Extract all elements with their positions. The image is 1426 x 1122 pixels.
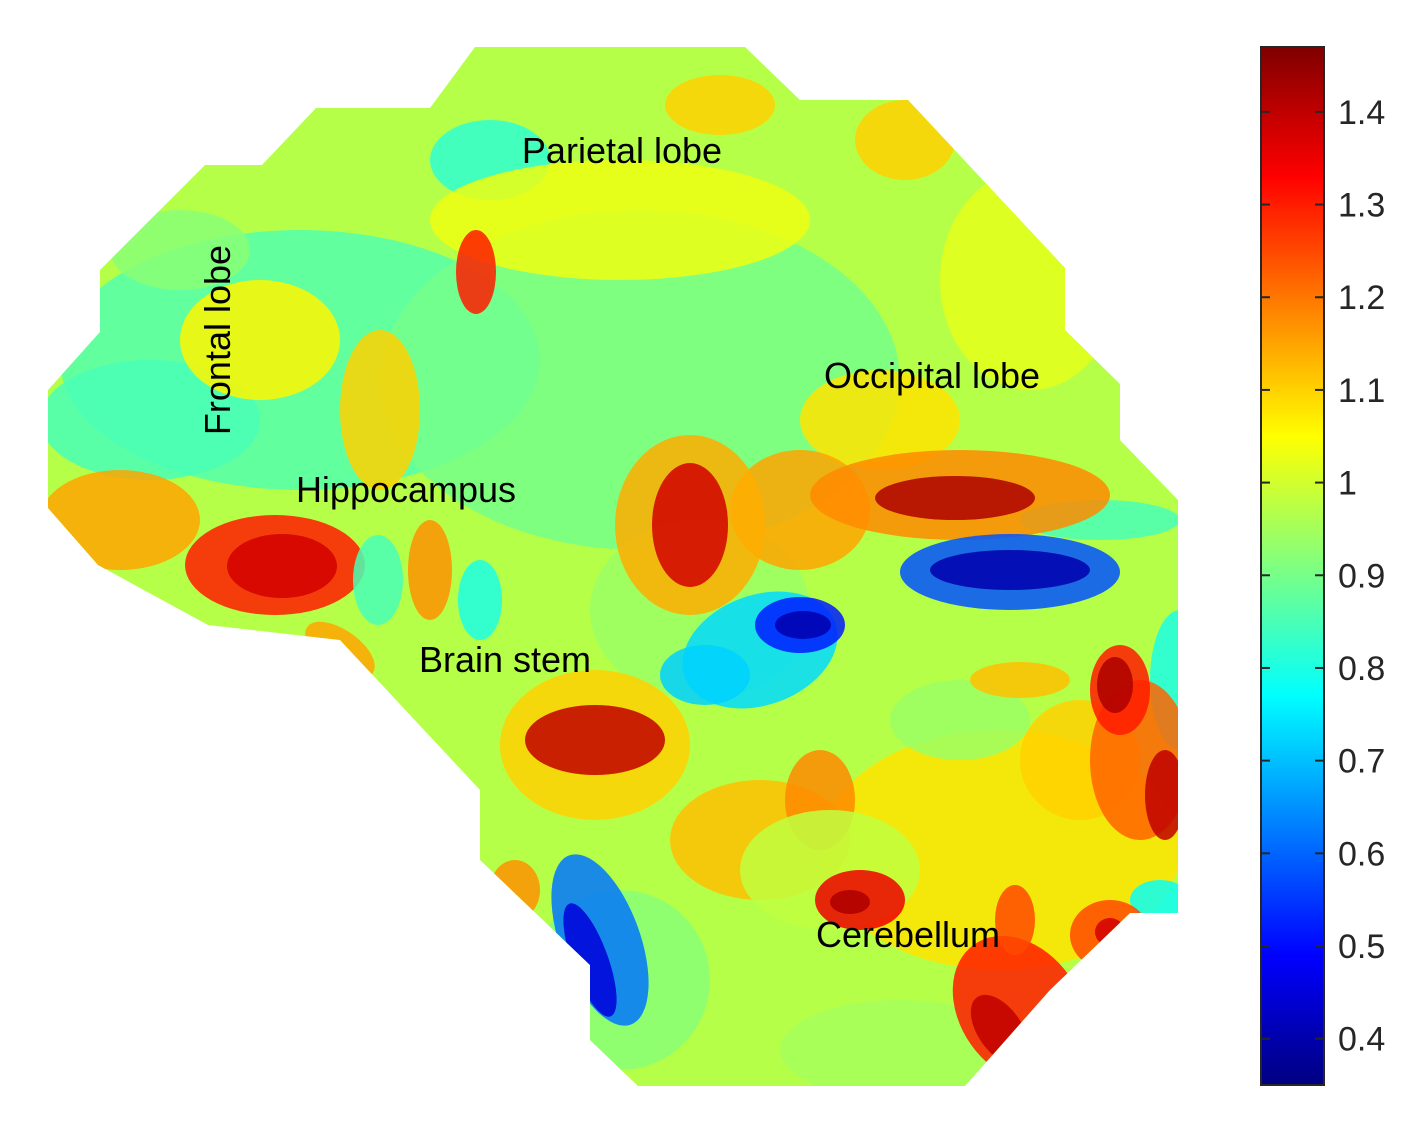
heatmap-blob — [830, 890, 870, 914]
colorbar-tick-label: 0.4 — [1338, 1021, 1385, 1059]
colorbar-tick-label: 0.9 — [1338, 557, 1385, 595]
heatmap-blob — [1070, 900, 1150, 970]
heatmap-blob — [890, 680, 1030, 760]
colorbar-ticks: 0.4 0.5 0.6 0.7 0.8 0.9 1 1.1 1.2 1.3 1.4 — [1261, 94, 1385, 1059]
colorbar-tick-label: 1.3 — [1338, 187, 1385, 225]
colorbar-tick-label: 1.4 — [1338, 94, 1385, 132]
heatmap-blob — [660, 645, 750, 705]
heatmap-blob — [563, 903, 617, 1017]
heatmap-blob — [456, 230, 496, 314]
heatmap-blob — [800, 370, 960, 470]
heatmap-blob — [227, 534, 337, 598]
heatmap-blob — [970, 662, 1070, 698]
colorbar-tick-label: 0.8 — [1338, 650, 1385, 688]
heatmap-blob — [110, 210, 250, 290]
colorbar-tick-label: 1 — [1338, 465, 1357, 503]
heatmap-blob — [995, 885, 1035, 955]
heatmap-blob — [458, 560, 502, 640]
colorbar-bar — [1260, 46, 1325, 1086]
label-hippocampus: Hippocampus — [296, 469, 516, 510]
heatmap-blob — [525, 705, 665, 775]
heatmap-blob — [855, 100, 955, 180]
heatmap-blob — [353, 535, 403, 625]
colorbar-tick-label: 1.1 — [1338, 372, 1385, 410]
colorbar: 0.4 0.5 0.6 0.7 0.8 0.9 1 1.1 1.2 1.3 1.4 — [1260, 46, 1385, 1086]
heatmap-blob — [875, 476, 1035, 520]
heatmap-blob — [665, 75, 775, 135]
heatmap-blob — [775, 611, 831, 639]
heatmap-blob — [340, 330, 420, 490]
heatmap-blob — [1120, 330, 1178, 430]
heatmap-blob — [48, 360, 260, 480]
label-frontal-lobe: Frontal lobe — [197, 245, 238, 435]
colorbar-tick-label: 1.2 — [1338, 279, 1385, 317]
heatmap-blob — [780, 1000, 1020, 1086]
label-occipital-lobe: Occipital lobe — [824, 355, 1040, 396]
heatmap-blob — [652, 463, 728, 587]
heatmap-blob — [1097, 657, 1133, 713]
heatmap-blob — [180, 280, 340, 400]
heatmap-blob — [930, 550, 1090, 590]
region-labels: Parietal lobe Frontal lobe Occipital lob… — [197, 130, 1040, 955]
colorbar-tick-label: 0.5 — [1338, 928, 1385, 966]
heatmap-blob — [490, 860, 540, 920]
label-brain-stem: Brain stem — [419, 639, 591, 680]
colorbar-tick-label: 0.6 — [1338, 835, 1385, 873]
heatmap-blob — [1145, 750, 1178, 840]
heatmap-blob — [1130, 880, 1178, 920]
heatmap-blob — [1095, 918, 1125, 946]
label-parietal-lobe: Parietal lobe — [522, 130, 722, 171]
heatmap-blobs — [48, 75, 1178, 1086]
colorbar-tick-label: 0.7 — [1338, 743, 1385, 781]
label-cerebellum: Cerebellum — [816, 914, 1000, 955]
heatmap-blob — [430, 160, 810, 280]
heatmap-blob — [48, 470, 200, 570]
heatmap-blob — [408, 520, 452, 620]
